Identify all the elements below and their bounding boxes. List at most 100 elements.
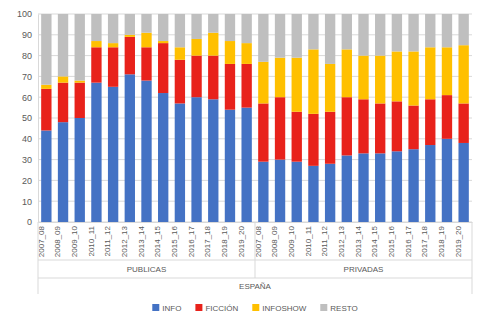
x-tick: 2011_12 — [320, 222, 330, 257]
legend-item: INFO — [152, 304, 181, 313]
bar — [258, 103, 268, 161]
bar — [158, 43, 168, 93]
x-tick: 2009_10 — [70, 222, 80, 257]
bar — [375, 153, 385, 222]
x-tick-label: 2008_09 — [270, 225, 279, 257]
x-tick-label: 2013_14 — [137, 225, 146, 257]
series — [41, 14, 469, 85]
bar — [325, 112, 335, 164]
bar — [392, 151, 402, 222]
bar — [58, 14, 68, 76]
x-tick: 2017_18 — [203, 222, 213, 257]
bar — [191, 56, 201, 98]
x-tick: 2010_11 — [304, 222, 314, 257]
x-tick-label: 2014_15 — [153, 225, 162, 257]
y-axis: 0102030405060708090100 — [17, 9, 39, 227]
bar — [241, 108, 251, 222]
y-tick-label: 60 — [22, 93, 32, 103]
bar — [308, 114, 318, 166]
bar — [158, 14, 168, 41]
x-tick-label: 2009_10 — [70, 225, 79, 257]
bar — [392, 51, 402, 101]
x-tick: 2016_17 — [404, 222, 414, 257]
legend-item: FICCIÓN — [195, 304, 238, 313]
x-tick: 2018_19 — [437, 222, 447, 257]
series — [41, 37, 469, 166]
group-title: ESPAÑA — [239, 282, 272, 291]
y-tick-label: 30 — [22, 155, 32, 165]
x-tick: 2008_09 — [270, 222, 280, 257]
bar — [225, 41, 235, 64]
bar — [191, 14, 201, 39]
bar — [108, 47, 118, 87]
bar — [141, 14, 151, 33]
x-tick: 2011_12 — [103, 222, 113, 257]
legend-label: FICCIÓN — [205, 304, 238, 313]
bar — [375, 103, 385, 153]
x-tick: 2013_14 — [354, 222, 364, 257]
bar — [275, 14, 285, 58]
bar — [442, 14, 452, 47]
bar — [358, 56, 368, 100]
bar — [208, 33, 218, 56]
bar — [308, 49, 318, 113]
y-tick-label: 50 — [22, 113, 32, 123]
x-tick-label: 2013_14 — [354, 225, 363, 257]
x-tick-label: 2016_17 — [187, 225, 196, 257]
group-rule — [38, 278, 472, 279]
bar — [442, 139, 452, 222]
plot: 01020304050607080901002007_082008_092009… — [17, 9, 473, 294]
x-tick-label: 2017_18 — [203, 225, 212, 257]
bar — [158, 41, 168, 43]
y-tick: 40 — [22, 134, 38, 144]
x-tick-label: 2008_09 — [53, 225, 62, 257]
bar — [408, 106, 418, 150]
bar — [292, 14, 302, 58]
bar — [375, 56, 385, 104]
chart: 01020304050607080901002007_082008_092009… — [0, 0, 480, 320]
bar — [108, 14, 118, 43]
grid-line — [38, 180, 472, 181]
x-tick-label: 2011_12 — [320, 225, 329, 256]
y-tick-label: 10 — [22, 197, 32, 207]
bar — [325, 164, 335, 222]
x-tick-label: 2019_20 — [237, 225, 246, 257]
bar — [125, 14, 135, 35]
bar — [75, 81, 85, 83]
bar — [425, 14, 435, 47]
x-tick-label: 2019_20 — [454, 225, 463, 257]
bar — [442, 47, 452, 95]
x-tick: 2013_14 — [137, 222, 147, 257]
bar — [108, 87, 118, 222]
legend-item: INFOSHOW — [252, 304, 306, 313]
y-tick-label: 0 — [27, 217, 32, 227]
bar — [91, 41, 101, 47]
series — [41, 33, 469, 114]
bar — [342, 14, 352, 49]
bar — [425, 99, 435, 145]
bar — [58, 122, 68, 222]
x-tick-label: 2015_16 — [170, 225, 179, 257]
y-tick: 0 — [27, 217, 38, 227]
bar — [375, 14, 385, 56]
y-tick: 20 — [22, 176, 38, 186]
bar — [458, 103, 468, 143]
bar — [91, 83, 101, 222]
grid-line — [38, 76, 472, 77]
bar — [191, 97, 201, 222]
bar — [225, 64, 235, 110]
bar — [208, 14, 218, 33]
grid-line — [38, 159, 472, 160]
grid-line — [38, 201, 472, 202]
bar — [292, 58, 302, 112]
bar — [425, 47, 435, 99]
x-tick: 2010_11 — [87, 222, 97, 257]
bar — [125, 74, 135, 222]
group-label: PUBLICAS — [127, 265, 167, 274]
x-tick: 2019_20 — [454, 222, 464, 257]
bar — [258, 62, 268, 104]
x-tick: 2017_18 — [420, 222, 430, 257]
y-tick: 30 — [22, 155, 38, 165]
bar — [141, 81, 151, 222]
y-tick: 100 — [17, 9, 38, 19]
